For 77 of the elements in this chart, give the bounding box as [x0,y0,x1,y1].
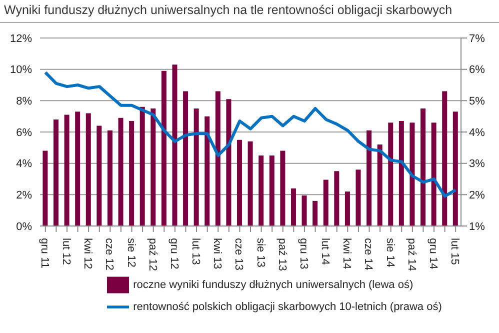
y2-tick-label: 4% [469,126,486,139]
bar [377,144,382,226]
bar [452,112,458,226]
bar [118,118,124,226]
y2-tick-label: 3% [469,158,486,170]
x-tick-label: gru 12 [168,238,180,270]
y-tick-label: 0% [16,220,32,233]
x-tick-label: kwi 13 [211,238,224,270]
bar [388,122,394,226]
bar [140,106,145,226]
y2-tick-label: 1% [469,220,486,233]
x-tick-label: lut 14 [319,238,332,265]
bar [96,126,102,226]
bar [323,180,328,226]
bar [280,150,286,226]
x-tick-label: lut 12 [60,238,72,265]
y-tick-label: 6% [16,126,32,139]
bar [248,141,253,226]
bar [150,108,156,226]
x-tick-label: sie 13 [254,238,266,268]
bar [442,91,448,226]
bar [194,108,199,226]
x-tick-label: gru 14 [427,238,440,270]
bar [269,156,274,226]
bar [107,130,112,226]
legend-label: rentowność polskich obligacji skarbowych 10-letnich (prawa oś) [133,300,442,313]
x-tick-label: gru 13 [297,238,310,270]
bar [431,122,436,226]
bar [366,130,372,226]
chart-title: Wyniki funduszy dłużnych uniwersalnych na tle rentowności obligacji skarbowych [4,3,452,17]
legend-label: roczne wyniki funduszy dłużnych uniwersalnych (lewa oś) [133,278,414,291]
bar [312,200,318,226]
bar [64,114,70,226]
x-tick-label: gru 11 [38,238,50,268]
bar [42,150,48,226]
bar [290,188,296,226]
bar [356,170,361,226]
y-tick-label: 10% [10,64,32,76]
x-tick-label: lut 13 [190,238,202,265]
y2-tick-label: 6% [469,64,486,76]
line-series [44,70,458,198]
bar [204,116,210,226]
x-tick-label: paź 12 [146,238,158,272]
bar [237,140,242,226]
x-tick-label: kwi 14 [340,238,353,270]
x-tick-label: lut 15 [448,238,461,265]
x-tick-label: sie 12 [124,238,137,268]
bar [161,70,166,226]
y-tick-label: 2% [16,190,32,202]
bar [420,108,426,226]
y2-tick-label: 7% [469,32,486,45]
y2-tick-label: 2% [469,190,486,202]
bar [215,91,220,226]
bar [226,99,232,226]
bar [334,171,340,226]
x-tick-label: paź 13 [276,238,288,272]
y2-tick-label: 5% [469,96,486,108]
x-tick-label: cze 13 [232,238,245,270]
y-tick-label: 8% [16,96,32,108]
bar [53,119,58,226]
bar [344,192,350,226]
x-tick-label: cze 12 [103,238,116,270]
x-tick-label: cze 14 [362,238,374,270]
bar [172,64,178,226]
y-tick-label: 12% [10,32,32,45]
x-tick-label: sie 14 [384,238,396,268]
bar [183,91,188,226]
bar [75,112,80,226]
x-tick-label: paź 14 [405,238,418,272]
bar [258,156,264,226]
bar [410,122,415,226]
bar [398,121,404,226]
bar [129,121,134,226]
bar [86,113,91,226]
x-tick-label: kwi 12 [82,238,94,270]
y-tick-label: 4% [16,158,32,170]
bar [302,195,307,226]
